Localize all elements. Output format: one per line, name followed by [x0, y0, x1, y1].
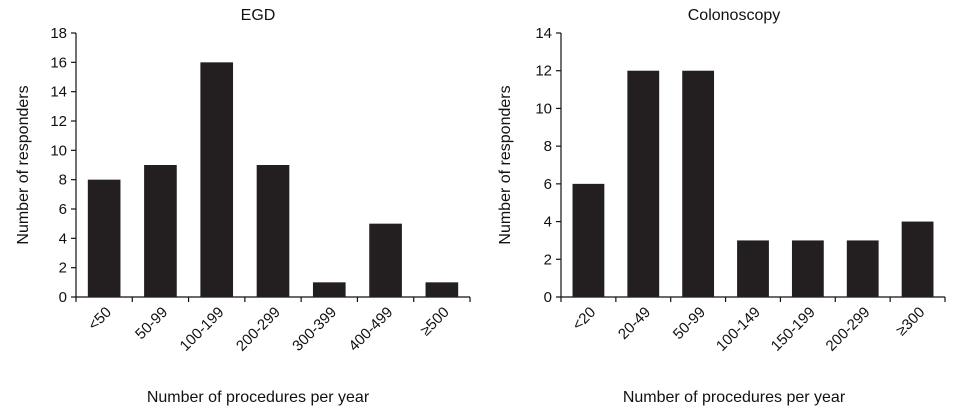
- x-tick-label: 200-299: [233, 304, 284, 355]
- bar: [87, 179, 121, 297]
- plot-area: 0 2 4 6 8 10 12 14 16 18 <50 50-99 100-199 200-299 300…: [50, 25, 471, 355]
- chart-egd: EGD Number of responders Number of proce…: [15, 7, 471, 406]
- y-axis-label: Number of responders: [497, 85, 514, 244]
- bar: [791, 240, 824, 297]
- x-tick-label: <20: [569, 304, 599, 334]
- y-tick-label: 4: [59, 230, 67, 247]
- bar: [369, 223, 402, 297]
- bar: [144, 165, 177, 297]
- x-axis-label: Number of procedures per year: [147, 389, 370, 406]
- y-tick-label: 2: [544, 251, 552, 268]
- x-tick-label: ≥500: [417, 304, 453, 340]
- y-tick-label: 12: [535, 63, 552, 80]
- y-tick-label: 16: [50, 54, 67, 71]
- y-tick-label: 10: [535, 100, 552, 117]
- y-tick-label: 8: [59, 172, 67, 189]
- x-tick-label: 20-49: [615, 304, 654, 343]
- x-tick-label: 100-199: [177, 304, 228, 355]
- bar: [737, 240, 769, 297]
- y-tick-label: 8: [544, 138, 552, 155]
- chart-title: EGD: [241, 7, 276, 24]
- x-tick-label: 200-299: [823, 304, 874, 355]
- y-tick-label: 4: [544, 214, 552, 231]
- bar: [200, 62, 234, 298]
- x-tick-label: 400-499: [345, 304, 396, 355]
- y-tick-label: 14: [50, 84, 67, 101]
- bar: [901, 221, 934, 297]
- y-tick-label: 0: [544, 289, 552, 306]
- y-tick-label: 10: [50, 142, 67, 159]
- bar: [256, 165, 290, 297]
- x-axis-label: Number of procedures per year: [623, 389, 846, 406]
- x-tick-label: 50-99: [670, 304, 709, 343]
- x-tick-label: 300-399: [289, 304, 340, 355]
- bar: [312, 282, 346, 297]
- x-tick-label: 150-199: [768, 304, 819, 355]
- chart-colonoscopy: Colonoscopy Number of responders Number …: [497, 7, 946, 406]
- x-tick-label: <50: [85, 304, 115, 334]
- y-tick-label: 2: [59, 260, 67, 277]
- y-tick-label: 18: [50, 25, 67, 42]
- plot-area: 0 2 4 6 8 10 12 14 <20 20-49 50-99 100-149 150-199 20…: [535, 25, 946, 355]
- y-tick-label: 12: [50, 113, 67, 130]
- x-tick-label: 50-99: [132, 304, 171, 343]
- y-tick-label: 6: [544, 176, 552, 193]
- y-tick-label: 0: [59, 289, 67, 306]
- x-tick-label: 100-149: [713, 304, 764, 355]
- y-axis-label: Number of responders: [15, 85, 32, 244]
- bar: [572, 183, 605, 297]
- bar: [682, 70, 715, 297]
- bar: [425, 282, 459, 297]
- chart-title: Colonoscopy: [688, 7, 781, 24]
- bar: [627, 70, 660, 297]
- bar: [846, 240, 879, 297]
- y-tick-label: 14: [535, 25, 552, 42]
- y-tick-label: 6: [59, 201, 67, 218]
- x-tick-label: ≥300: [893, 304, 929, 340]
